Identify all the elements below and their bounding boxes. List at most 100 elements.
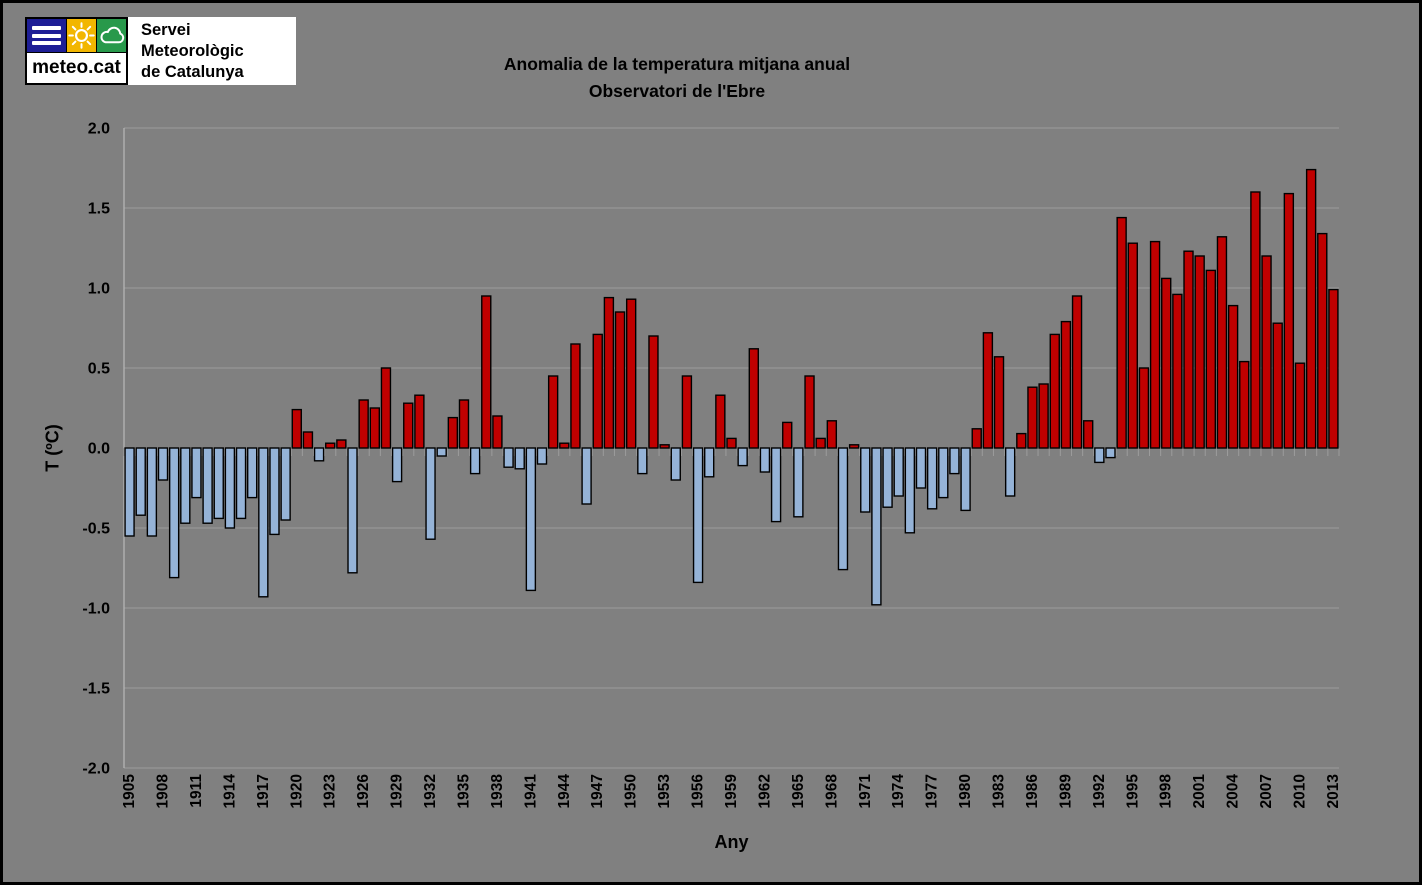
bar-1983 bbox=[993, 356, 1005, 449]
bar-1957 bbox=[704, 447, 715, 478]
x-tick-label: 1965 bbox=[790, 774, 807, 809]
bar-1943 bbox=[547, 375, 559, 449]
x-tick-label: 1959 bbox=[723, 774, 740, 809]
bar-1925 bbox=[347, 447, 358, 574]
y-tick-label: 0.5 bbox=[88, 361, 110, 378]
bar-2007 bbox=[1261, 255, 1272, 449]
bar-1948 bbox=[603, 296, 615, 449]
chart-title-line2: Observatori de l'Ebre bbox=[588, 81, 766, 101]
bar-1995 bbox=[1127, 242, 1138, 449]
bar-1941 bbox=[525, 447, 537, 592]
bar-1920 bbox=[291, 408, 302, 449]
bar-2006 bbox=[1250, 191, 1261, 449]
bar-1935 bbox=[458, 399, 470, 449]
bar-1958 bbox=[715, 394, 726, 449]
logo-squares bbox=[27, 19, 126, 53]
bar-1960 bbox=[737, 447, 748, 467]
bar-1936 bbox=[469, 447, 481, 475]
bar-2003 bbox=[1216, 236, 1228, 449]
bar-1966 bbox=[804, 375, 815, 449]
x-tick-label: 1986 bbox=[1024, 774, 1041, 809]
x-tick-label: 1968 bbox=[823, 774, 840, 809]
x-tick-label: 1947 bbox=[589, 774, 606, 808]
bar-chart: 2.0 1.5 1.0 0.5 0.0 -0.5 -1.0 -1.5 -2.0 1905 1908 1… bbox=[82, 121, 1342, 809]
bar-1977 bbox=[926, 447, 938, 510]
bar-1963 bbox=[770, 447, 782, 523]
bar-1918 bbox=[269, 447, 280, 536]
bar-1968 bbox=[826, 420, 838, 449]
logo-brand-text: meteo.cat bbox=[32, 57, 121, 78]
bar-1912 bbox=[202, 447, 213, 524]
x-tick-label: 1905 bbox=[121, 774, 138, 809]
bar-2011 bbox=[1305, 168, 1317, 449]
bar-2002 bbox=[1205, 269, 1217, 449]
x-tick-label: 2007 bbox=[1258, 774, 1275, 808]
meteocat-logo-box: meteo.cat bbox=[25, 17, 128, 85]
bar-2013 bbox=[1328, 288, 1339, 449]
x-tick-label: 1923 bbox=[322, 774, 339, 809]
bar-1997 bbox=[1149, 240, 1161, 449]
bar-1927 bbox=[369, 407, 380, 449]
y-tick-label: -1.5 bbox=[82, 681, 110, 698]
bar-1910 bbox=[180, 447, 191, 524]
x-tick-label: 2001 bbox=[1191, 774, 1208, 809]
bar-1969 bbox=[837, 447, 849, 571]
bar-1989 bbox=[1060, 320, 1072, 449]
bar-1965 bbox=[793, 447, 804, 518]
menu-icon bbox=[27, 19, 66, 52]
bar-1921 bbox=[302, 431, 314, 449]
bar-1944 bbox=[559, 442, 570, 449]
bar-1970 bbox=[848, 444, 860, 449]
bar-1934 bbox=[447, 416, 459, 449]
bar-1964 bbox=[782, 421, 793, 449]
x-tick-label: 1998 bbox=[1158, 774, 1175, 809]
bar-1988 bbox=[1049, 333, 1060, 449]
x-tick-label: 1980 bbox=[957, 774, 974, 808]
bar-1952 bbox=[648, 335, 659, 449]
bar-2005 bbox=[1239, 360, 1250, 449]
bar-1981 bbox=[971, 428, 982, 449]
bar-1985 bbox=[1016, 432, 1027, 449]
bar-1914 bbox=[224, 447, 236, 529]
x-tick-label: 1950 bbox=[623, 774, 640, 808]
bar-1945 bbox=[570, 343, 581, 449]
bar-1932 bbox=[425, 447, 436, 540]
bar-1923 bbox=[325, 442, 336, 449]
bar-1939 bbox=[503, 447, 514, 468]
bar-1940 bbox=[514, 447, 525, 470]
bar-2012 bbox=[1317, 232, 1328, 449]
bar-2001 bbox=[1194, 255, 1205, 449]
chart-title: Anomalia de la temperatura mitjana anual… bbox=[3, 51, 1351, 105]
y-tick-label: 2.0 bbox=[88, 121, 110, 138]
bar-1933 bbox=[436, 447, 447, 457]
bar-1991 bbox=[1082, 420, 1094, 449]
bar-1930 bbox=[403, 402, 414, 449]
bar-1990 bbox=[1071, 295, 1083, 449]
bar-1905 bbox=[124, 447, 135, 537]
x-tick-label: 1956 bbox=[690, 774, 707, 809]
x-tick-label: 1944 bbox=[556, 774, 573, 809]
x-tick-label: 1941 bbox=[522, 774, 539, 809]
meteocat-logo: meteo.cat Servei Meteorològic de Catalun… bbox=[25, 17, 296, 85]
x-tick-label: 1974 bbox=[890, 774, 907, 809]
bar-1917 bbox=[258, 447, 269, 598]
x-tick-label: 1926 bbox=[355, 774, 372, 809]
sun-icon bbox=[66, 19, 96, 52]
bar-1951 bbox=[637, 447, 648, 475]
x-tick-label: 1992 bbox=[1091, 774, 1108, 808]
logo-org-line1: Servei Meteorològic bbox=[141, 20, 244, 60]
bar-1911 bbox=[191, 447, 202, 499]
x-tick-label: 1983 bbox=[991, 774, 1008, 809]
bar-1926 bbox=[358, 399, 369, 449]
bar-1906 bbox=[135, 447, 146, 516]
bar-1987 bbox=[1038, 383, 1049, 449]
y-tick-label: 1.0 bbox=[88, 281, 110, 298]
bar-1978 bbox=[938, 447, 949, 499]
bar-1938 bbox=[492, 415, 503, 449]
x-tick-label: 1962 bbox=[756, 774, 773, 808]
y-tick-label: 1.5 bbox=[88, 201, 110, 218]
bar-2004 bbox=[1227, 304, 1239, 449]
bar-1984 bbox=[1004, 447, 1016, 497]
x-tick-label: 1953 bbox=[656, 774, 673, 809]
